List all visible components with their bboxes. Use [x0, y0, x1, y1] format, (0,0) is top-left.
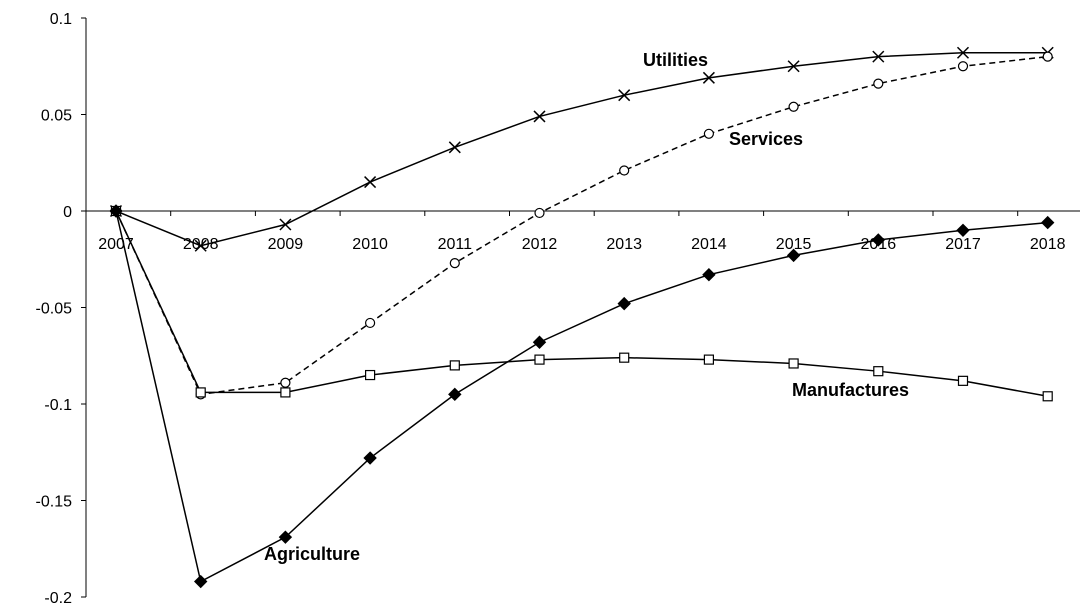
data-point [957, 61, 969, 72]
data-point [195, 387, 206, 398]
x-tick-label: 2018 [1030, 236, 1066, 253]
data-point [619, 352, 630, 363]
data-point [364, 176, 377, 189]
data-point [788, 358, 799, 369]
series-services [110, 51, 1053, 400]
series-line-agriculture [115, 210, 1048, 583]
data-point [786, 248, 801, 263]
data-point [448, 387, 462, 402]
x-tick-label: 2010 [352, 236, 388, 253]
data-point [703, 128, 715, 139]
data-point [617, 296, 631, 311]
data-point [788, 101, 799, 112]
y-tick-label: -0.05 [36, 301, 73, 318]
series-line-manufactures [115, 210, 1048, 398]
data-point [534, 354, 545, 365]
x-tick-label: 2012 [522, 236, 558, 253]
x-tick-label: 2009 [268, 236, 304, 253]
series-agriculture [109, 204, 1055, 589]
data-point [618, 89, 631, 102]
series-labels: Utilities Services Manufactures Agriculture [264, 50, 909, 564]
series-line-services [115, 55, 1048, 396]
data-point [871, 233, 886, 247]
data-point [363, 451, 377, 465]
data-point [449, 258, 460, 269]
data-point [702, 267, 716, 282]
data-point [109, 204, 123, 218]
data-point [703, 354, 715, 365]
data-point [787, 60, 800, 73]
x-tick-label: 2008 [183, 236, 219, 253]
data-point [873, 78, 884, 89]
data-point [619, 165, 630, 176]
data-point [702, 71, 715, 84]
data-point [956, 223, 970, 238]
data-point [449, 360, 460, 371]
y-tick-label: 0.05 [41, 108, 72, 125]
data-point [280, 387, 291, 398]
data-point [1040, 215, 1055, 230]
x-tick-label: 2015 [776, 236, 812, 253]
data-point [872, 50, 885, 63]
y-tick-label: -0.1 [44, 397, 72, 414]
y-tick-label: 0.1 [50, 11, 72, 28]
series-label-utilities: Utilities [643, 50, 708, 70]
data-point [956, 46, 970, 59]
data-point [532, 335, 547, 349]
x-tick-label: 2011 [438, 236, 473, 253]
data-point [533, 110, 546, 123]
data-point [534, 207, 545, 219]
series-line-utilities [115, 51, 1048, 247]
data-point [194, 239, 207, 252]
series-label-services: Services [729, 129, 803, 149]
y-tick-label: -0.2 [44, 590, 72, 607]
data-point [365, 317, 376, 329]
data-point [873, 366, 884, 377]
x-tick-label: 2013 [606, 236, 642, 253]
data-point [280, 377, 291, 388]
data-point [279, 218, 292, 231]
data-point [193, 574, 208, 589]
data-point [278, 530, 293, 544]
series-label-agriculture: Agriculture [264, 544, 360, 564]
x-tick-label: 2017 [945, 236, 981, 253]
series-manufactures [110, 205, 1053, 402]
data-point [1042, 51, 1053, 62]
x-tick-label: 2014 [691, 236, 727, 253]
series-label-manufactures: Manufactures [792, 380, 909, 400]
series-utilities [109, 46, 1054, 252]
y-tick-label: 0 [63, 204, 72, 221]
data-point [448, 141, 461, 154]
data-point [365, 369, 376, 381]
y-tick-label: -0.15 [36, 494, 73, 511]
data-point [1042, 391, 1053, 402]
data-point [957, 375, 969, 386]
series-layer [109, 46, 1055, 589]
